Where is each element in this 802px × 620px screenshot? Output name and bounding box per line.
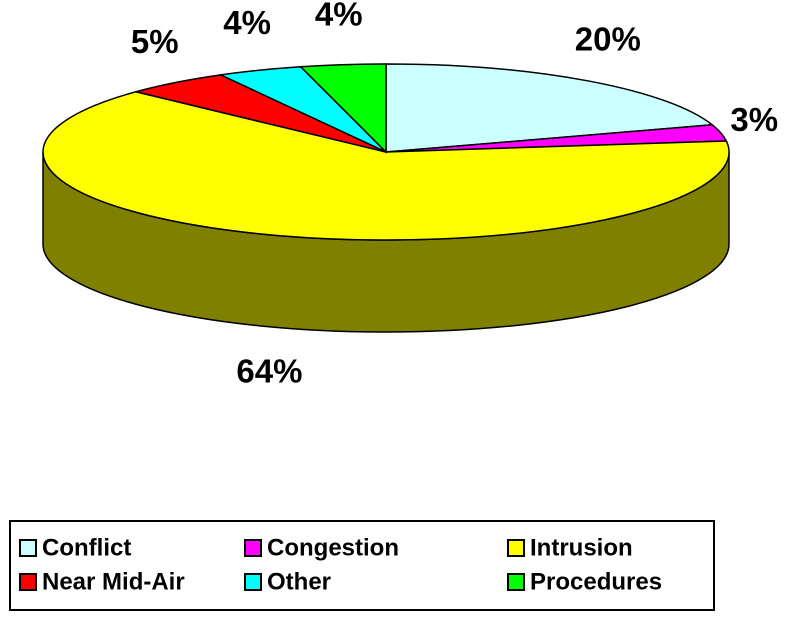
legend-swatch <box>244 573 262 591</box>
pie-slice <box>385 63 715 153</box>
pie-slice <box>42 90 730 241</box>
legend-box <box>9 520 715 611</box>
legend-swatch <box>507 539 525 557</box>
legend-label: Procedures <box>530 568 662 595</box>
legend-swatch <box>19 539 37 557</box>
legend-label: Congestion <box>267 534 399 561</box>
data-label: 4% <box>315 0 363 32</box>
data-label: 5% <box>131 23 179 60</box>
pie-slice <box>298 63 387 154</box>
legend-label: Conflict <box>42 534 131 561</box>
legend-label: Other <box>267 568 331 595</box>
data-label: 64% <box>236 352 302 389</box>
legend-label: Near Mid-Air <box>42 568 185 595</box>
legend-swatch <box>507 573 525 591</box>
data-label: 4% <box>223 4 271 41</box>
data-label: 20% <box>575 20 641 57</box>
legend-label: Intrusion <box>530 534 633 561</box>
legend-swatch <box>244 539 262 557</box>
data-label: 3% <box>730 101 778 138</box>
legend-swatch <box>19 573 37 591</box>
